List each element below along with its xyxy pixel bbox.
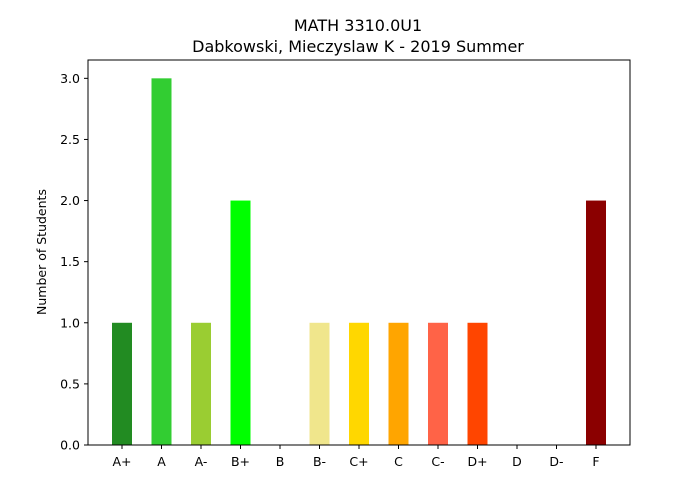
x-tick-label: C+ <box>349 454 368 469</box>
bar-A <box>151 78 172 445</box>
x-tick-label: B+ <box>231 454 250 469</box>
x-tick-label: C- <box>431 454 444 469</box>
x-ticks-layer: A+ A A- B+ B B- C+ C C- D+ D D- F <box>112 445 600 469</box>
x-tick-label: A <box>157 454 166 469</box>
y-tick-label: 3.0 <box>60 71 80 86</box>
y-tick-label: 0.0 <box>60 438 80 453</box>
chart-title: MATH 3310.0U1 <box>294 16 422 35</box>
bar-C+ <box>349 322 369 445</box>
x-tick-label: C <box>394 454 403 469</box>
x-tick-label: D- <box>549 454 563 469</box>
y-tick-label: 2.5 <box>60 132 80 147</box>
bar-C <box>388 322 409 445</box>
bar-F <box>586 200 606 445</box>
bar-B+ <box>230 200 251 445</box>
y-tick-label: 1.0 <box>60 315 80 330</box>
bar-A- <box>191 322 211 445</box>
x-tick-label: A- <box>195 454 208 469</box>
y-tick-label: 1.5 <box>60 254 80 269</box>
bar-C- <box>428 322 448 445</box>
bar-A+ <box>112 322 132 445</box>
x-tick-label: B- <box>313 454 326 469</box>
y-tick-label: 0.5 <box>60 376 80 391</box>
y-ticks-layer: 0.0 0.5 1.0 1.5 2.0 2.5 3.0 <box>60 71 88 453</box>
x-tick-label: F <box>592 454 599 469</box>
bar-B- <box>309 322 330 445</box>
x-tick-label: A+ <box>112 454 131 469</box>
x-tick-label: D+ <box>467 454 487 469</box>
y-axis-label: Number of Students <box>34 189 49 315</box>
chart-subtitle: Dabkowski, Mieczyslaw K - 2019 Summer <box>192 37 524 56</box>
plot-frame <box>87 59 631 446</box>
bars-layer <box>112 78 606 445</box>
x-tick-label: B <box>276 454 285 469</box>
x-tick-label: D <box>512 454 522 469</box>
bar-D+ <box>467 322 488 445</box>
y-tick-label: 2.0 <box>60 193 80 208</box>
